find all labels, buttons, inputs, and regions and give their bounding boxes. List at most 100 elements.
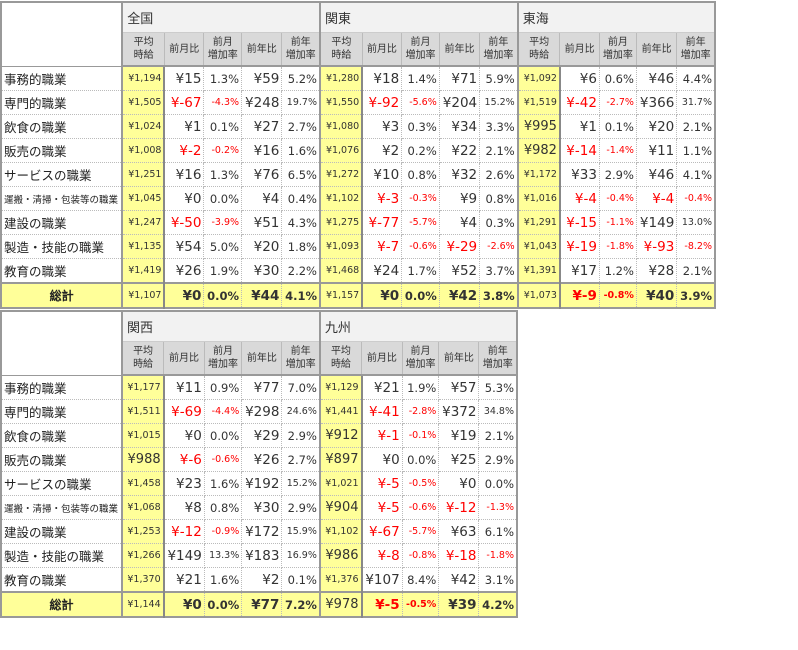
column-header-yoy-rate: 前年 増加率 (479, 32, 519, 67)
cell-yoy-rate: 15.2% (281, 471, 321, 496)
cell-mom-diff: ¥-5 (361, 471, 403, 496)
cell-yoy-rate: 2.7% (281, 447, 321, 472)
row-label: サービスの職業 (0, 162, 124, 187)
cell-avg-wage: ¥1,253 (121, 519, 165, 544)
cell-yoy-rate: -1.8% (478, 543, 518, 568)
cell-yoy-diff: ¥192 (241, 471, 283, 496)
cell-avg-wage: ¥1,505 (121, 90, 166, 115)
column-header-mom-diff: 前月比 (559, 32, 600, 67)
cell-yoy-diff: ¥-29 (438, 234, 481, 259)
cell-yoy-diff: ¥46 (635, 162, 678, 187)
cell-avg-wage: ¥1,275 (318, 210, 364, 235)
cell-yoy-diff: ¥4 (241, 186, 283, 211)
cell-mom-rate: -0.8% (401, 543, 440, 568)
table-row: 事務的職業 ¥1,194 ¥15 1.3% ¥59 5.2% ¥1,280 ¥18 1.4% ¥7… (0, 65, 716, 91)
cell-avg-wage: ¥1,251 (121, 162, 166, 187)
cell-yoy-rate: 6.5% (281, 162, 321, 187)
cell-yoy-rate: -0.4% (676, 186, 716, 211)
cell-mom-rate: 1.6% (203, 567, 243, 593)
cell-mom-rate: -4.4% (203, 399, 243, 424)
column-header-avg-wage: 平均 時給 (516, 32, 561, 67)
cell-mom-diff: ¥-12 (163, 519, 205, 544)
column-header-mom-diff: 前月比 (361, 341, 403, 376)
column-header-yoy-diff: 前年比 (241, 341, 283, 376)
cell-yoy-diff: ¥366 (635, 90, 678, 115)
cell-mom-diff: ¥2 (361, 138, 403, 163)
cell-avg-wage: ¥1,068 (121, 495, 165, 520)
column-header-yoy-rate: 前年 増加率 (281, 341, 321, 376)
cell-mom-rate: 0.2% (401, 138, 440, 163)
cell-yoy-diff: ¥42 (438, 567, 480, 593)
cell-avg-wage: ¥1,376 (318, 567, 363, 593)
cell-avg-wage: ¥1,172 (516, 162, 561, 187)
cell-avg-wage: ¥982 (516, 138, 561, 163)
column-header-yoy-rate: 前年 増加率 (281, 32, 321, 67)
cell-mom-rate: 1.9% (203, 258, 243, 284)
table-row: 販売の職業 ¥1,008 ¥-2 -0.2% ¥16 1.6% ¥1,076 ¥2 0.2% ¥2… (0, 138, 716, 163)
cell-yoy-diff: ¥16 (241, 138, 283, 163)
cell-yoy-diff: ¥51 (241, 210, 283, 235)
row-label: 専門的職業 (0, 399, 123, 424)
cell-yoy-diff: ¥19 (438, 423, 480, 448)
cell-mom-diff: ¥-8 (361, 543, 403, 568)
cell-yoy-diff: ¥28 (635, 258, 678, 284)
cell-yoy-diff: ¥204 (438, 90, 481, 115)
column-header-mom-rate: 前月 増加率 (598, 32, 637, 67)
cell-mom-diff: ¥-2 (163, 138, 205, 163)
cell-mom-rate: 5.0% (203, 234, 243, 259)
cell-yoy-diff: ¥77 (241, 591, 283, 618)
cell-mom-diff: ¥21 (361, 374, 403, 400)
cell-mom-rate: 0.0% (203, 423, 243, 448)
cell-mom-diff: ¥0 (163, 423, 205, 448)
cell-mom-rate: -0.3% (401, 186, 440, 211)
cell-yoy-diff: ¥9 (438, 186, 481, 211)
cell-yoy-diff: ¥44 (241, 282, 283, 309)
row-label: 製造・技能の職業 (0, 234, 124, 259)
total-row: 総計 ¥1,144 ¥0 0.0% ¥77 7.2% ¥978 ¥-5 -0.5% ¥39 4.2% (0, 591, 518, 618)
cell-avg-wage: ¥1,107 (121, 282, 166, 309)
cell-mom-diff: ¥-15 (559, 210, 600, 235)
cell-mom-diff: ¥-14 (559, 138, 600, 163)
cell-avg-wage: ¥1,272 (318, 162, 364, 187)
table-row: 建設の職業 ¥1,247 ¥-50 -3.9% ¥51 4.3% ¥1,275 ¥-77 -5.… (0, 210, 716, 235)
cell-yoy-diff: ¥26 (241, 447, 283, 472)
cell-avg-wage: ¥1,102 (318, 186, 364, 211)
cell-mom-rate: 0.0% (203, 282, 243, 309)
cell-yoy-rate: 5.9% (479, 65, 519, 91)
column-header-mom-rate: 前月 増加率 (401, 32, 440, 67)
cell-mom-diff: ¥26 (163, 258, 205, 284)
cell-mom-diff: ¥-3 (361, 186, 403, 211)
cell-mom-rate: -0.1% (401, 423, 440, 448)
cell-mom-rate: 0.8% (401, 162, 440, 187)
cell-mom-rate: 0.0% (203, 591, 243, 618)
cell-mom-diff: ¥16 (163, 162, 205, 187)
cell-mom-diff: ¥-7 (361, 234, 403, 259)
table-row: 建設の職業 ¥1,253 ¥-12 -0.9% ¥172 15.9% ¥1,102 ¥-67-… (0, 519, 518, 544)
row-label: 教育の職業 (0, 258, 124, 284)
cell-mom-diff: ¥0 (163, 282, 205, 309)
cell-yoy-rate: -1.3% (478, 495, 518, 520)
cell-avg-wage: ¥904 (318, 495, 363, 520)
column-header-avg-wage: 平均 時給 (318, 341, 362, 376)
cell-avg-wage: ¥1,021 (318, 471, 363, 496)
cell-mom-rate: -0.6% (401, 234, 440, 259)
cell-yoy-rate: 0.8% (479, 186, 519, 211)
row-label: サービスの職業 (0, 471, 123, 496)
row-label: 飲食の職業 (0, 423, 123, 448)
cell-yoy-diff: ¥77 (241, 374, 283, 400)
cell-yoy-rate: 2.2% (281, 258, 321, 284)
cell-yoy-diff: ¥59 (241, 65, 283, 91)
cell-mom-diff: ¥-67 (163, 90, 205, 115)
cell-yoy-diff: ¥172 (241, 519, 283, 544)
corner-cell (0, 1, 124, 67)
cell-yoy-diff: ¥372 (438, 399, 480, 424)
cell-yoy-rate: 0.4% (281, 186, 321, 211)
cell-yoy-rate: 4.1% (281, 282, 321, 309)
cell-mom-rate: 1.9% (401, 374, 440, 400)
cell-avg-wage: ¥897 (318, 447, 363, 472)
cell-yoy-rate: 3.3% (479, 114, 519, 139)
cell-yoy-rate: 0.0% (478, 471, 518, 496)
cell-avg-wage: ¥912 (318, 423, 363, 448)
table-row: 運搬・清掃・包装等の職業 ¥1,045 ¥0 0.0% ¥4 0.4% ¥1,102 ¥-3-… (0, 186, 716, 211)
cell-yoy-rate: -2.6% (479, 234, 519, 259)
